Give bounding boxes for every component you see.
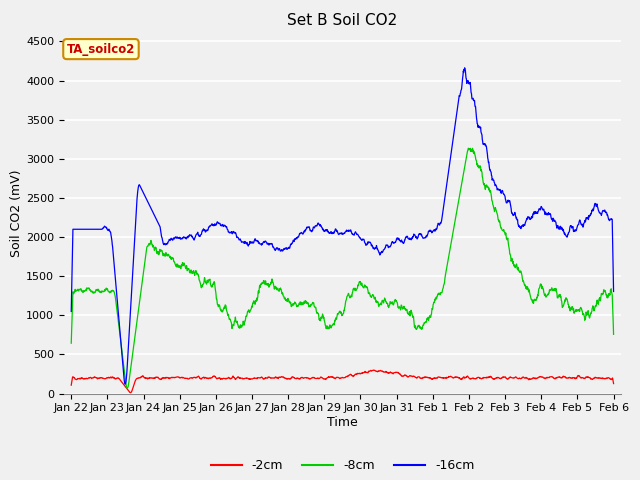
Title: Set B Soil CO2: Set B Soil CO2 — [287, 13, 397, 28]
X-axis label: Time: Time — [327, 416, 358, 429]
Y-axis label: Soil CO2 (mV): Soil CO2 (mV) — [10, 170, 24, 257]
Legend: -2cm, -8cm, -16cm: -2cm, -8cm, -16cm — [205, 455, 479, 477]
Text: TA_soilco2: TA_soilco2 — [67, 43, 135, 56]
